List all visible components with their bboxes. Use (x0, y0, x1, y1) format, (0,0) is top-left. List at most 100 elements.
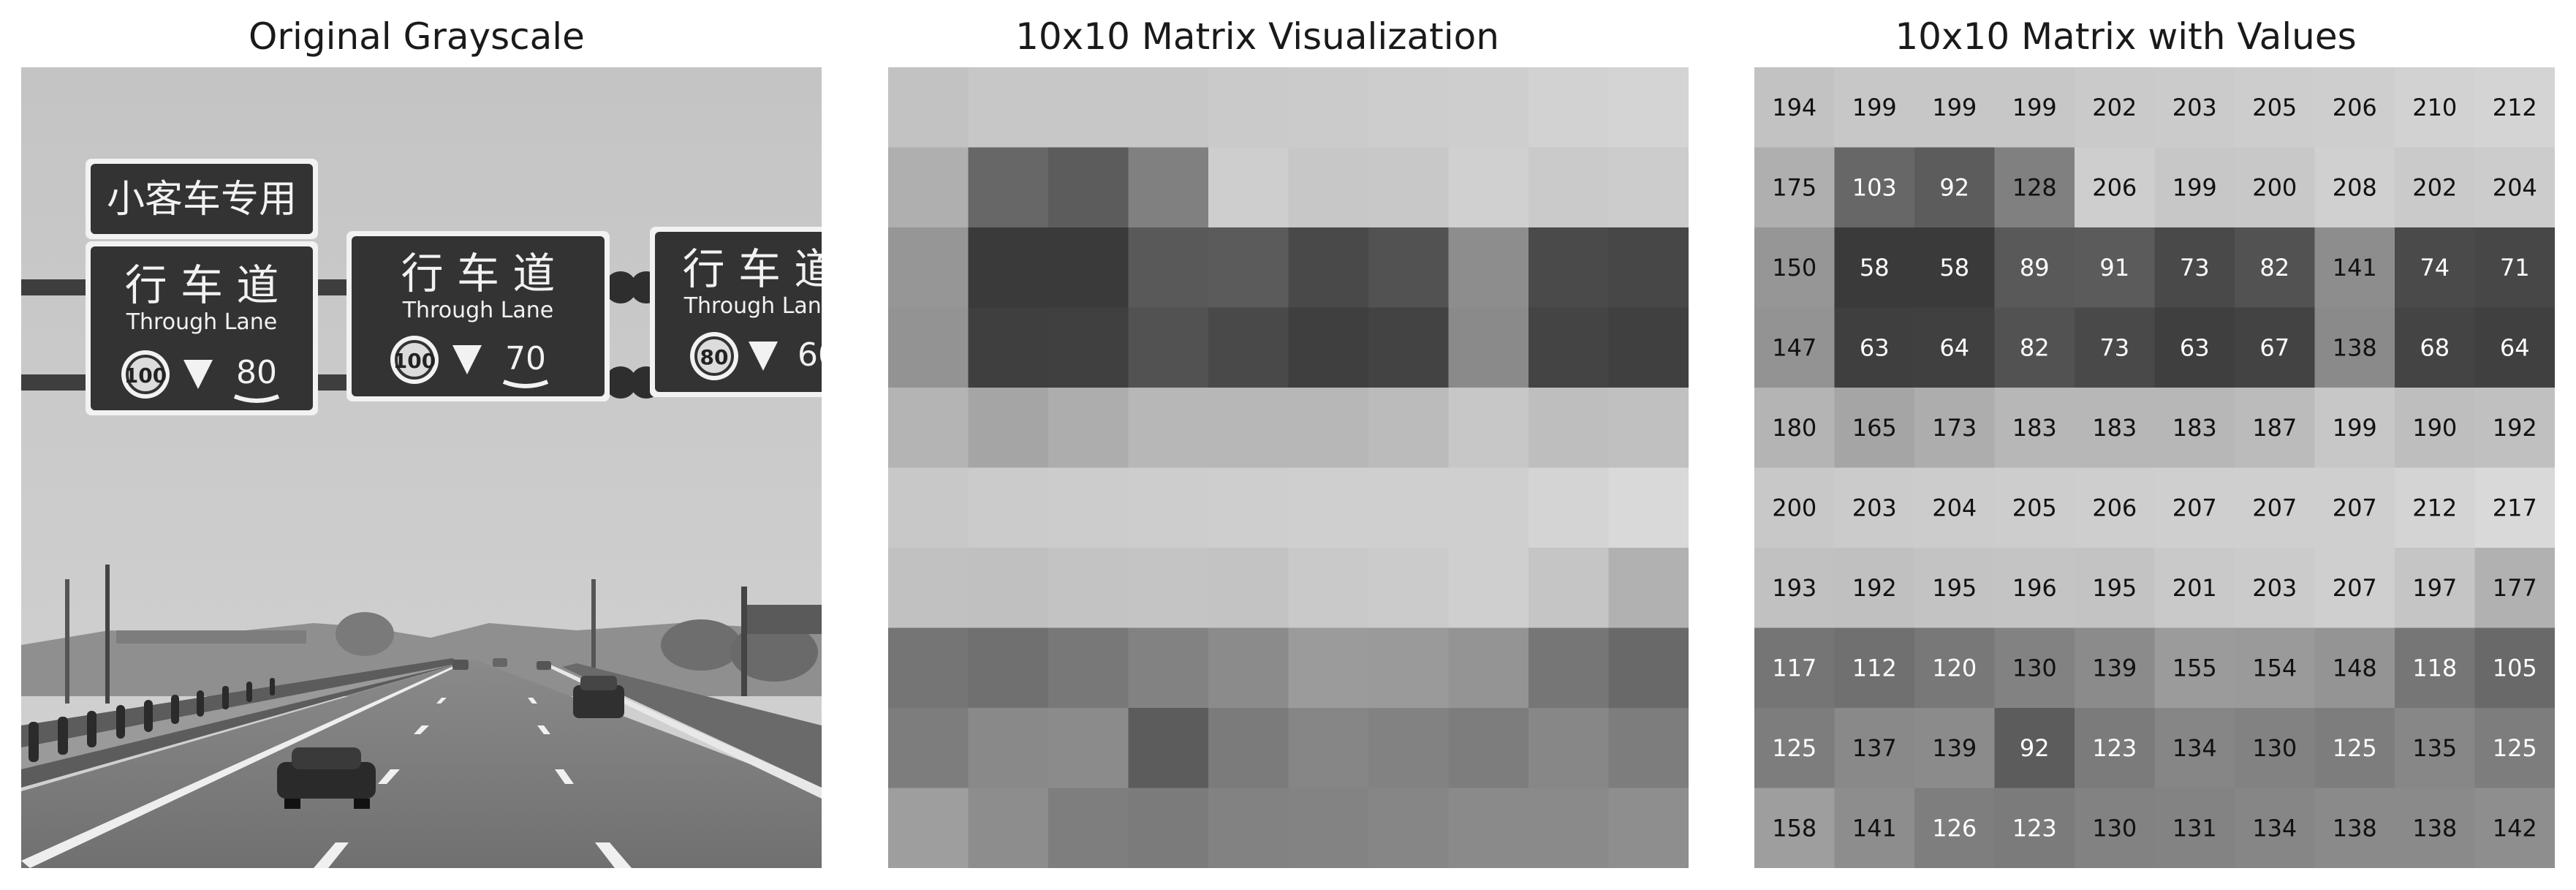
heatmap-cell (2154, 388, 2235, 469)
heatmap-cell (1368, 548, 1450, 629)
heatmap-value-label: 82 (2259, 254, 2289, 282)
sign-left: 行 车 道 Through Lane 100 80 (86, 241, 318, 415)
heatmap-value-label: 64 (2500, 333, 2530, 361)
heatmap-cell (1288, 708, 1369, 789)
heatmap-cell (2314, 147, 2395, 228)
heatmap-cell (2075, 467, 2156, 548)
heatmap-value-label: 193 (1772, 574, 1817, 602)
heatmap-value-label: 92 (1939, 173, 1969, 201)
heatmap-value-label: 105 (2493, 654, 2537, 682)
heatmap-cell (1994, 388, 2075, 469)
heatmap-cell (2075, 788, 2156, 868)
heatmap-value-label: 204 (2493, 173, 2537, 201)
heatmap-value-label: 126 (1932, 814, 1977, 842)
heatmap-cell (1608, 467, 1689, 548)
heatmap-cell (1128, 227, 1209, 309)
heatmap-cell (2395, 388, 2476, 469)
heatmap-cell (1048, 627, 1129, 709)
heatmap-value-label: 180 (1772, 414, 1817, 442)
heatmap-cell (1448, 467, 1529, 548)
svg-text:行 车 道: 行 车 道 (401, 249, 556, 298)
heatmap-value-label: 195 (1932, 574, 1977, 602)
heatmap-value-label: 141 (2333, 254, 2377, 282)
heatmap-cell (1994, 627, 2075, 709)
heatmap-cell (1208, 147, 1289, 228)
heatmap-value-label: 199 (1852, 94, 1897, 121)
heatmap-cell (1528, 708, 1610, 789)
heatmap-value-label: 204 (1932, 494, 1977, 521)
heatmap-cell (1608, 227, 1689, 309)
heatmap-cell (1994, 307, 2075, 388)
heatmap-cell (1528, 627, 1610, 709)
heatmap-cell (1368, 708, 1450, 789)
heatmap-cell (1448, 227, 1529, 309)
heatmap-cell (2235, 227, 2316, 309)
heatmap-cell (1128, 467, 1209, 548)
heatmap-value-label: 82 (2020, 333, 2050, 361)
heatmap-cell (2395, 548, 2476, 629)
heatmap-value-label: 207 (2252, 494, 2297, 521)
heatmap-value-label: 134 (2252, 814, 2297, 842)
heatmap-cell (1128, 548, 1209, 629)
heatmap-cell (888, 627, 969, 709)
heatmap-cell (2235, 147, 2316, 228)
heatmap-cell (2474, 388, 2555, 469)
heatmap-cell (1368, 388, 1450, 469)
heatmap-value-label: 138 (2333, 814, 2377, 842)
heatmap-value-label: 68 (2420, 333, 2450, 361)
heatmap-value-label: 103 (1852, 173, 1897, 201)
heatmap-cell (2474, 307, 2555, 388)
heatmap-cell (1048, 307, 1129, 388)
heatmap-cell (1368, 307, 1450, 388)
heatmap-value-label: 212 (2493, 94, 2537, 121)
heatmap-cell (968, 627, 1049, 709)
heatmap-cell (1754, 548, 1836, 629)
heatmap-cell (1914, 548, 1996, 629)
heatmap-value-label: 125 (2493, 734, 2537, 762)
heatmap-cell (1754, 788, 1836, 868)
heatmap-value-label: 208 (2333, 173, 2377, 201)
heatmap-cell (1368, 147, 1450, 228)
heatmap-cell (1528, 307, 1610, 388)
matrix-visualization-heatmap (888, 67, 1689, 868)
heatmap-cell (1914, 788, 1996, 868)
heatmap-cell (1128, 708, 1209, 789)
heatmap-cell (1608, 788, 1689, 868)
heatmap-value-label: 199 (2012, 94, 2057, 121)
heatmap-cell (2075, 388, 2156, 469)
heatmap-cell (2154, 307, 2235, 388)
heatmap-value-label: 142 (2493, 814, 2537, 842)
heatmap-value-label: 183 (2172, 414, 2217, 442)
heatmap-cell (1448, 67, 1529, 148)
heatmap-value-label: 194 (1772, 94, 1817, 121)
heatmap-cell (1754, 627, 1836, 709)
heatmap-cell (1448, 548, 1529, 629)
heatmap-value-label: 202 (2092, 94, 2137, 121)
heatmap-cell (1834, 788, 1915, 868)
heatmap-value-label: 92 (2020, 734, 2050, 762)
heatmap-cell (2235, 388, 2316, 469)
heatmap-value-label: 125 (1772, 734, 1817, 762)
heatmap-cell (1048, 548, 1129, 629)
heatmap-cell (1994, 147, 2075, 228)
heatmap-cell (1128, 388, 1209, 469)
heatmap-cell (1528, 388, 1610, 469)
heatmap-cell (2474, 147, 2555, 228)
heatmap-cell (968, 307, 1049, 388)
heatmap-cell (1834, 227, 1915, 309)
heatmap-cell (1448, 147, 1529, 228)
heatmap-value-label: 139 (1932, 734, 1977, 762)
heatmap-cell (2474, 548, 2555, 629)
heatmap-cell (1914, 227, 1996, 309)
heatmap-cell (1834, 307, 1915, 388)
heatmap-value-label: 187 (2252, 414, 2297, 442)
values-title: 10x10 Matrix with Values (1895, 15, 2357, 58)
heatmap-cell (1754, 708, 1836, 789)
heatmap-cell (888, 147, 969, 228)
heatmap-cell (2474, 467, 2555, 548)
heatmap-value-label: 196 (2012, 574, 2057, 602)
heatmap-cell (1834, 67, 1915, 148)
heatmap-cell (1608, 548, 1689, 629)
heatmap-cell (2154, 227, 2235, 309)
heatmap-cell (1754, 388, 1836, 469)
